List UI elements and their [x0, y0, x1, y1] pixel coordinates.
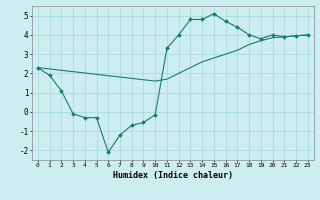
X-axis label: Humidex (Indice chaleur): Humidex (Indice chaleur): [113, 171, 233, 180]
